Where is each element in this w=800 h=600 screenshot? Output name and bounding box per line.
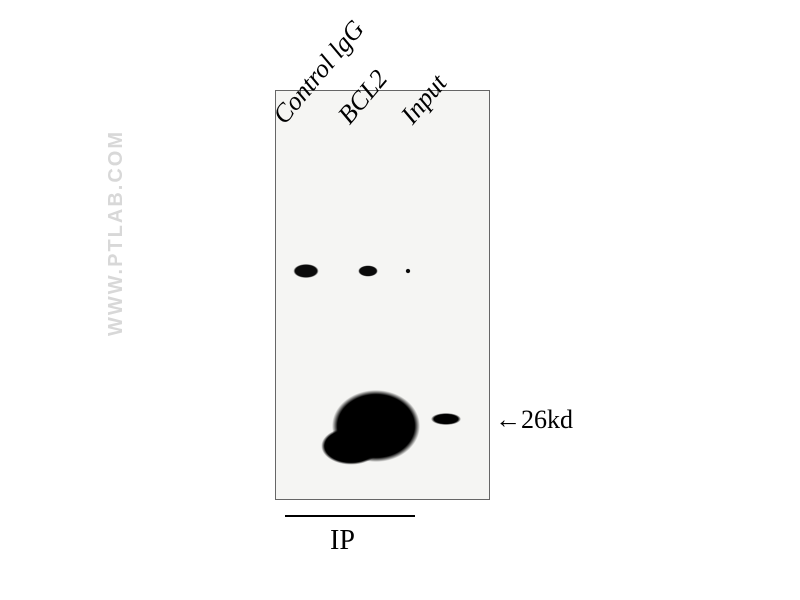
target-value: 26kd (521, 405, 573, 434)
figure-container: WWW.PTLAB.COM Control lgG BCL2 Input 116… (0, 0, 800, 600)
western-blot-image (275, 90, 490, 500)
target-band-label: ←26kd (495, 405, 573, 435)
watermark-text: WWW.PTLAB.COM (105, 130, 128, 336)
ip-underline (285, 515, 415, 517)
arrow-left-icon: ← (495, 405, 521, 435)
ip-label-text: IP (330, 525, 355, 557)
